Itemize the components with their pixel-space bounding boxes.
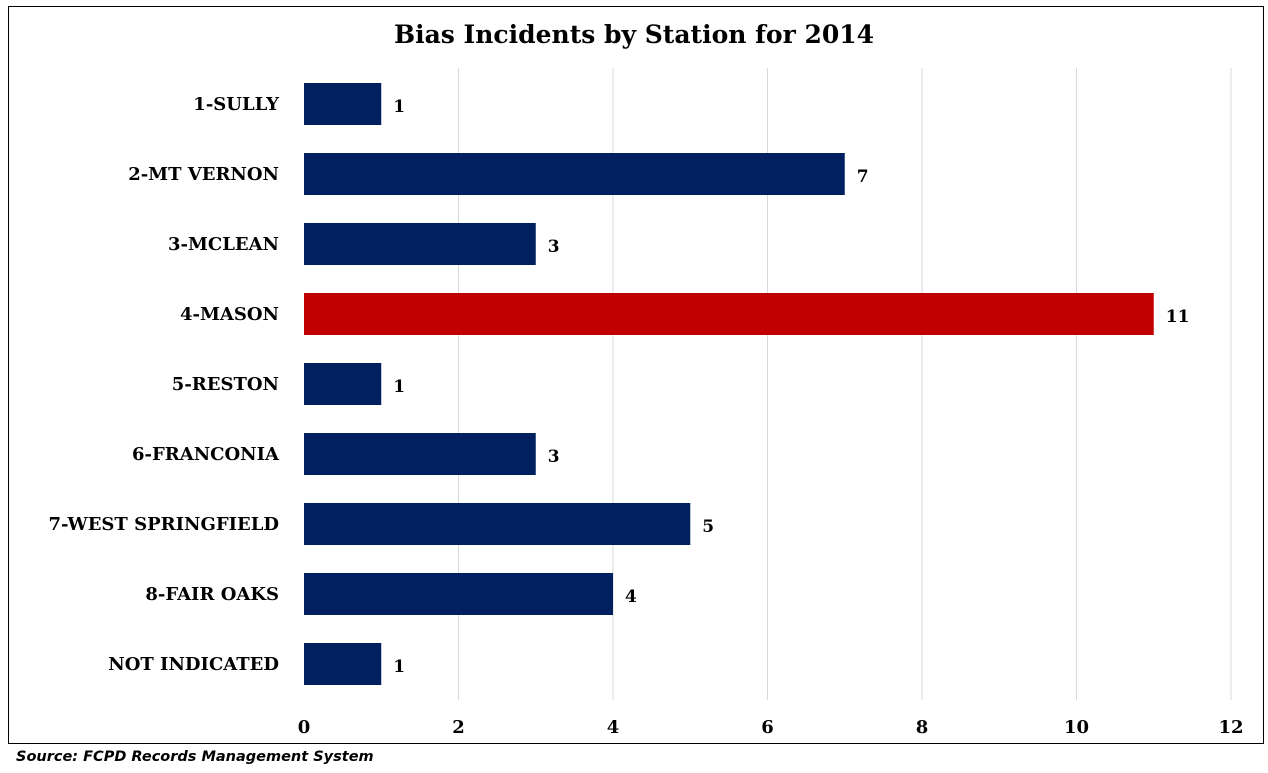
category-label: NOT INDICATED — [108, 654, 279, 675]
chart-frame — [8, 6, 1264, 744]
bar — [304, 503, 691, 545]
data-label: 7 — [857, 167, 869, 187]
bar — [304, 223, 536, 265]
data-label: 1 — [393, 377, 405, 397]
x-tick-label: 4 — [607, 717, 620, 738]
bar — [304, 293, 1154, 335]
bar — [304, 153, 845, 195]
category-label: 8-FAIR OAKS — [145, 584, 279, 605]
x-tick-label: 6 — [761, 717, 774, 738]
bar — [304, 643, 382, 685]
category-label: 4-MASON — [180, 304, 279, 325]
bar — [304, 433, 536, 475]
category-label: 1-SULLY — [193, 94, 280, 115]
x-tick-label: 8 — [916, 717, 929, 738]
chart-title: Bias Incidents by Station for 2014 — [393, 20, 875, 49]
data-label: 11 — [1166, 307, 1190, 327]
x-tick-label: 12 — [1218, 717, 1243, 738]
bar — [304, 83, 382, 125]
bar — [304, 363, 382, 405]
category-label: 2-MT VERNON — [128, 164, 279, 185]
x-tick-label: 2 — [452, 717, 465, 738]
data-label: 1 — [393, 657, 405, 677]
category-label: 6-FRANCONIA — [132, 444, 280, 465]
data-label: 5 — [702, 517, 714, 537]
data-label: 1 — [393, 97, 405, 117]
data-label: 3 — [548, 237, 560, 257]
x-tick-label: 0 — [298, 717, 311, 738]
category-label: 7-WEST SPRINGFIELD — [48, 514, 279, 535]
category-label: 3-MCLEAN — [168, 234, 279, 255]
x-tick-label: 10 — [1064, 717, 1089, 738]
data-label: 4 — [625, 587, 637, 607]
bar — [304, 573, 613, 615]
category-label: 5-RESTON — [172, 374, 279, 395]
source-note: Source: FCPD Records Management System — [16, 749, 374, 765]
data-label: 3 — [548, 447, 560, 467]
